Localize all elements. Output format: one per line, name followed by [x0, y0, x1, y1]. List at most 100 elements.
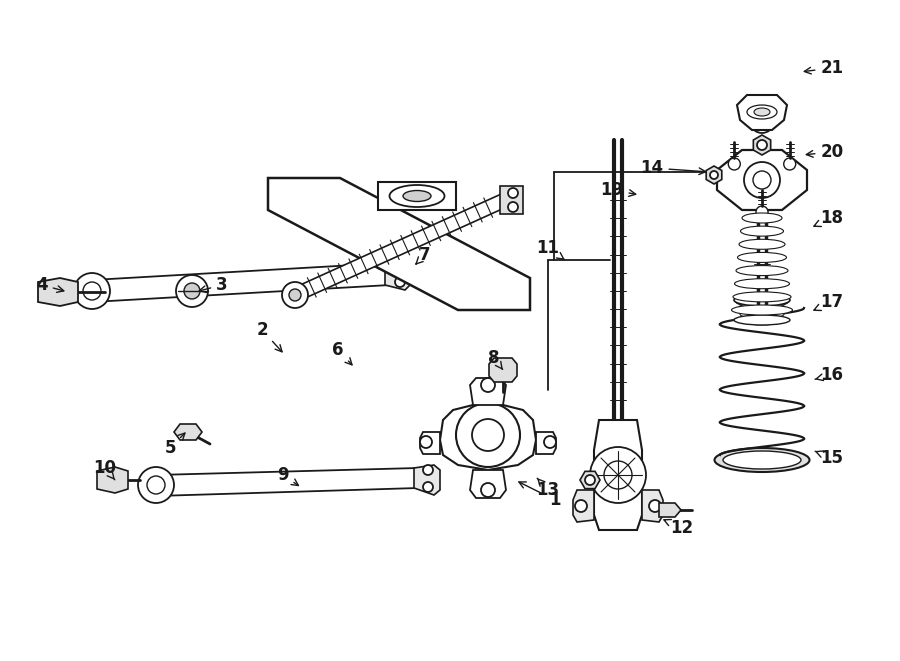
Text: 10: 10: [94, 459, 116, 480]
Polygon shape: [753, 135, 770, 155]
Circle shape: [590, 447, 646, 503]
Circle shape: [710, 171, 718, 179]
Polygon shape: [378, 182, 456, 210]
Text: 3: 3: [199, 276, 228, 294]
Circle shape: [481, 378, 495, 392]
Text: 14: 14: [641, 159, 706, 177]
Ellipse shape: [739, 239, 785, 249]
Polygon shape: [580, 471, 600, 488]
Polygon shape: [92, 263, 390, 302]
Text: 8: 8: [488, 349, 502, 369]
Circle shape: [784, 158, 796, 170]
Ellipse shape: [736, 266, 788, 276]
Text: 7: 7: [416, 246, 431, 264]
Polygon shape: [659, 503, 681, 517]
Polygon shape: [97, 467, 128, 493]
Text: 13: 13: [536, 478, 560, 499]
Circle shape: [83, 282, 101, 300]
Circle shape: [282, 282, 308, 308]
Ellipse shape: [733, 292, 791, 302]
Circle shape: [289, 289, 301, 301]
Ellipse shape: [734, 294, 790, 306]
Ellipse shape: [741, 226, 784, 236]
Text: 17: 17: [814, 293, 843, 311]
Ellipse shape: [723, 451, 801, 469]
Circle shape: [649, 500, 661, 512]
Circle shape: [395, 260, 405, 270]
Polygon shape: [420, 432, 440, 454]
Ellipse shape: [740, 309, 784, 319]
Text: 9: 9: [277, 466, 299, 486]
Polygon shape: [292, 194, 508, 301]
Polygon shape: [536, 432, 556, 454]
Ellipse shape: [715, 448, 809, 472]
Ellipse shape: [403, 190, 431, 202]
Circle shape: [585, 475, 595, 485]
Text: 1: 1: [519, 482, 561, 509]
Circle shape: [756, 206, 768, 218]
Polygon shape: [470, 470, 506, 498]
Ellipse shape: [757, 120, 768, 130]
Polygon shape: [706, 166, 722, 184]
Ellipse shape: [752, 117, 772, 133]
Circle shape: [176, 275, 208, 307]
Ellipse shape: [732, 305, 793, 315]
Ellipse shape: [742, 315, 782, 325]
Circle shape: [508, 202, 518, 212]
Circle shape: [604, 461, 632, 489]
Polygon shape: [268, 178, 530, 310]
Polygon shape: [737, 95, 787, 130]
Text: 11: 11: [536, 239, 564, 260]
Polygon shape: [470, 378, 506, 405]
Ellipse shape: [738, 303, 786, 313]
Circle shape: [74, 273, 110, 309]
Circle shape: [757, 140, 767, 150]
Polygon shape: [500, 186, 523, 214]
Text: 21: 21: [805, 59, 843, 77]
Circle shape: [472, 419, 504, 451]
Polygon shape: [489, 358, 517, 382]
Text: 12: 12: [664, 519, 694, 537]
Polygon shape: [440, 403, 536, 470]
Ellipse shape: [742, 213, 782, 223]
Circle shape: [744, 162, 780, 198]
Ellipse shape: [747, 105, 777, 119]
Polygon shape: [38, 278, 78, 306]
Circle shape: [456, 403, 520, 467]
Circle shape: [481, 483, 495, 497]
Ellipse shape: [754, 108, 770, 116]
Circle shape: [395, 277, 405, 287]
Text: 18: 18: [814, 209, 843, 227]
Text: 6: 6: [332, 341, 352, 365]
Text: 5: 5: [164, 433, 184, 457]
Polygon shape: [174, 424, 202, 440]
Circle shape: [184, 283, 200, 299]
Ellipse shape: [390, 185, 445, 207]
Polygon shape: [573, 490, 594, 522]
Polygon shape: [414, 465, 440, 495]
Circle shape: [420, 436, 432, 448]
Circle shape: [423, 465, 433, 475]
Text: 20: 20: [806, 143, 843, 161]
Polygon shape: [385, 258, 410, 290]
Circle shape: [138, 467, 174, 503]
Ellipse shape: [736, 297, 788, 307]
Polygon shape: [156, 468, 418, 496]
Text: 19: 19: [600, 181, 635, 199]
Polygon shape: [594, 420, 642, 530]
Circle shape: [575, 500, 587, 512]
Circle shape: [508, 188, 518, 198]
Polygon shape: [717, 150, 807, 210]
Polygon shape: [642, 490, 663, 522]
Circle shape: [728, 158, 741, 170]
Circle shape: [544, 436, 556, 448]
Circle shape: [753, 171, 771, 189]
Circle shape: [423, 482, 433, 492]
Text: 4: 4: [36, 276, 64, 294]
Ellipse shape: [737, 253, 787, 262]
Text: 16: 16: [815, 366, 843, 384]
Bar: [748, 300, 776, 322]
Ellipse shape: [734, 315, 790, 325]
Text: 2: 2: [256, 321, 282, 352]
Circle shape: [147, 476, 165, 494]
